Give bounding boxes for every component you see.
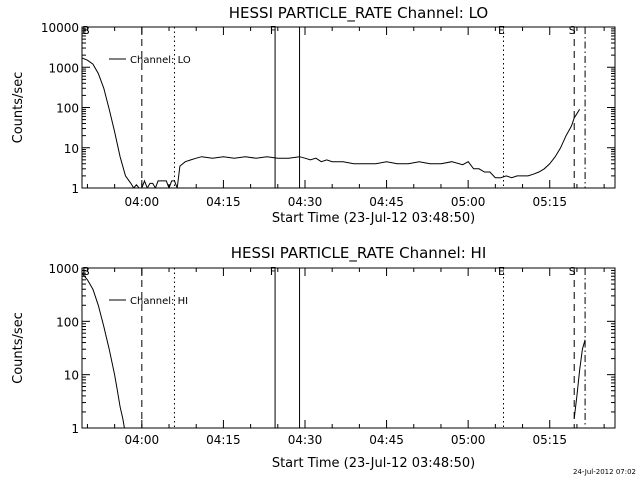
- x-tick-label: 04:30: [288, 433, 323, 447]
- marker-label: E: [498, 265, 505, 278]
- x-tick-label: 04:30: [288, 195, 323, 209]
- corner-label: B: [82, 24, 90, 37]
- footer-timestamp: 24-Jul-2012 07:02: [573, 468, 636, 476]
- chart-title: HESSI PARTICLE_RATE Channel: LO: [229, 4, 488, 23]
- series-line: [82, 57, 581, 188]
- series-line: [82, 272, 125, 428]
- x-axis-label: Start Time (23-Jul-12 03:48:50): [272, 456, 475, 471]
- y-tick-label: 10: [64, 142, 79, 156]
- x-axis-label: Start Time (23-Jul-12 03:48:50): [272, 211, 475, 226]
- legend-label: Channel: LO: [130, 55, 191, 66]
- y-axis-label: Counts/sec: [11, 72, 26, 144]
- corner-label: B: [82, 265, 90, 278]
- y-tick-label: 100: [56, 102, 79, 116]
- y-tick-label: 10000: [41, 21, 79, 35]
- x-tick-label: 04:15: [206, 195, 241, 209]
- marker-label: S: [569, 265, 576, 278]
- x-tick-label: 04:00: [125, 433, 160, 447]
- marker-label: E: [498, 24, 505, 37]
- x-tick-label: 05:15: [532, 433, 567, 447]
- y-axis-label: Counts/sec: [11, 312, 26, 384]
- y-tick-label: 10: [64, 369, 79, 383]
- panel-1: HESSI PARTICLE_RATE Channel: LO 1 10 100 100…: [11, 4, 616, 226]
- y-tick-label: 100: [56, 315, 79, 329]
- x-tick-label: 04:00: [125, 195, 160, 209]
- x-tick-label: 05:00: [451, 195, 486, 209]
- y-tick-label: 1: [71, 182, 79, 196]
- x-tick-label: 04:15: [206, 433, 241, 447]
- plot-frame: [81, 267, 616, 429]
- marker-label: F: [270, 265, 276, 278]
- x-tick-label: 04:45: [369, 195, 404, 209]
- chart-title: HESSI PARTICLE_RATE Channel: HI: [231, 244, 487, 263]
- plot-frame: [81, 26, 616, 189]
- series-line: [573, 339, 586, 419]
- panel-2: HESSI PARTICLE_RATE Channel: HI 1 10 100 100…: [11, 244, 616, 471]
- marker-label: F: [270, 24, 276, 37]
- y-tick-label: 1000: [48, 262, 79, 276]
- y-tick-label: 1: [71, 422, 79, 436]
- legend-label: Channel: HI: [130, 296, 188, 307]
- marker-label: S: [569, 24, 576, 37]
- y-tick-label: 1000: [48, 61, 79, 75]
- x-tick-label: 05:15: [532, 195, 567, 209]
- x-tick-label: 04:45: [369, 433, 404, 447]
- x-tick-label: 05:00: [451, 433, 486, 447]
